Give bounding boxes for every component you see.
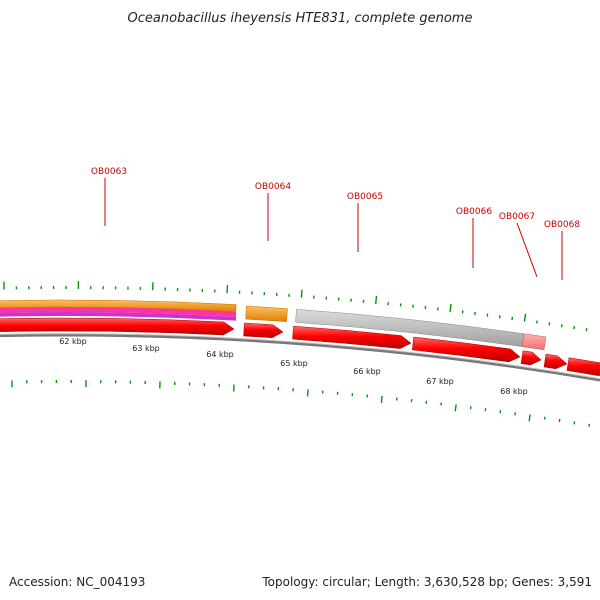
scale-label: 63 kbp — [132, 344, 160, 353]
feature-tracks — [0, 299, 547, 351]
orange-feature-arc — [0, 299, 237, 312]
scale-tick — [528, 414, 531, 422]
cds-arrow — [543, 353, 568, 370]
magenta-feature-arc — [0, 312, 237, 321]
scale-tick — [380, 395, 383, 404]
gene-leader-line — [516, 222, 538, 278]
cds-arrow — [520, 350, 542, 366]
genome-backbone-highlight — [0, 333, 600, 380]
genome-backbone — [0, 333, 600, 382]
outer-tick — [523, 313, 527, 322]
gene-label[interactable]: OB0064 — [255, 182, 291, 192]
cds-arrow — [566, 357, 600, 376]
scale-label: 67 kbp — [426, 377, 454, 386]
pink-feature-arc — [0, 307, 237, 317]
scale-label: 66 kbp — [353, 367, 381, 376]
gene-label[interactable]: OB0063 — [91, 167, 127, 177]
cds-arrow-track — [0, 317, 600, 376]
outer-tick-ring — [3, 281, 588, 332]
gene-label[interactable]: OB0067 — [499, 212, 535, 222]
inner-scale-ring — [11, 380, 591, 427]
scale-tick — [454, 404, 457, 412]
scale-tick — [306, 389, 309, 397]
outer-tick — [300, 289, 303, 298]
accession-text: Accession: NC_004193 — [9, 575, 145, 589]
pink-feature-block — [521, 333, 547, 351]
orange-feature-block — [245, 305, 288, 322]
gene-label[interactable]: OB0066 — [456, 207, 492, 217]
scale-labels: 62 kbp 63 kbp 64 kbp 65 kbp 66 kbp 67 kb… — [59, 337, 528, 396]
scale-label: 65 kbp — [280, 359, 308, 368]
cds-arrow — [412, 336, 521, 363]
scale-tick — [588, 423, 591, 427]
cds-arrow — [243, 322, 284, 339]
scale-label: 64 kbp — [206, 350, 234, 359]
outer-tick — [375, 295, 378, 304]
gene-label[interactable]: OB0065 — [347, 192, 383, 202]
cds-arrow — [292, 325, 412, 349]
cds-arrow — [0, 317, 235, 336]
gene-label[interactable]: OB0068 — [544, 220, 580, 230]
map-title: Oceanobacillus iheyensis HTE831, complet… — [128, 11, 473, 26]
scale-label: 62 kbp — [59, 337, 87, 346]
scale-label: 68 kbp — [500, 387, 528, 396]
genome-summary-text: Topology: circular; Length: 3,630,528 bp… — [261, 575, 592, 589]
gene-labels: OB0063 OB0064 OB0065 OB0066 OB0067 OB006… — [91, 167, 580, 280]
outer-tick — [449, 303, 452, 313]
